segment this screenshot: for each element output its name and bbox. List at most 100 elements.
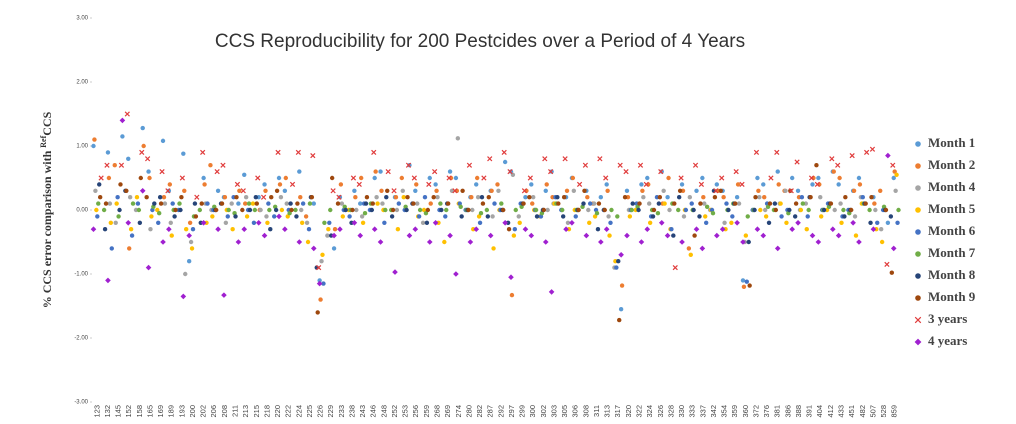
data-point xyxy=(502,220,508,226)
data-point xyxy=(521,201,526,206)
data-point xyxy=(609,207,614,213)
data-point xyxy=(404,207,409,213)
data-point xyxy=(337,195,343,200)
data-point xyxy=(839,220,844,225)
data-point xyxy=(144,195,149,200)
x-tick-label: 248 xyxy=(379,405,388,418)
data-point xyxy=(117,207,122,213)
data-point xyxy=(459,214,464,219)
data-point xyxy=(116,214,121,219)
data-point xyxy=(760,232,767,239)
data-point xyxy=(336,194,342,200)
data-point xyxy=(162,201,168,206)
x-tick-label: 200 xyxy=(188,405,197,418)
data-point xyxy=(442,239,447,245)
data-point xyxy=(222,195,228,200)
data-point xyxy=(667,207,672,213)
data-point xyxy=(788,188,793,193)
data-point xyxy=(562,156,568,162)
data-point xyxy=(853,233,859,238)
data-point xyxy=(139,188,146,194)
data-point xyxy=(591,201,597,206)
data-point xyxy=(598,195,604,200)
data-point xyxy=(210,214,215,219)
data-point xyxy=(586,207,591,213)
data-point xyxy=(650,214,656,219)
x-tick-label: 433 xyxy=(837,405,846,418)
x-tick-label: 337 xyxy=(698,405,707,418)
data-point xyxy=(156,211,162,216)
data-point xyxy=(832,207,837,213)
data-point xyxy=(155,207,160,213)
x-tick-label: 211 xyxy=(231,405,240,417)
x-tick-label: 320 xyxy=(624,405,633,418)
data-point xyxy=(560,207,565,213)
data-point xyxy=(415,201,420,206)
data-point xyxy=(659,169,664,174)
data-point xyxy=(180,293,187,300)
data-point xyxy=(215,188,221,193)
x-tick-label: 330 xyxy=(677,405,686,418)
data-point xyxy=(382,220,387,225)
x-tick-label: 206 xyxy=(209,405,218,418)
data-point xyxy=(499,201,504,206)
data-point xyxy=(420,220,426,225)
data-point xyxy=(879,239,885,245)
data-point xyxy=(895,220,900,225)
data-point xyxy=(413,188,418,193)
data-point xyxy=(592,214,598,219)
data-point xyxy=(522,226,529,232)
data-point xyxy=(644,226,651,232)
data-point xyxy=(167,182,173,187)
data-point xyxy=(363,201,369,206)
data-point xyxy=(686,246,692,251)
data-point xyxy=(310,152,316,159)
data-point xyxy=(221,292,227,298)
data-point xyxy=(587,201,593,206)
data-point xyxy=(260,194,267,200)
data-point xyxy=(306,227,312,232)
data-point xyxy=(486,195,491,200)
data-point xyxy=(700,175,705,181)
data-point xyxy=(477,220,483,225)
data-point xyxy=(560,214,566,219)
data-point xyxy=(638,239,645,245)
y-tick-label: 3.00 xyxy=(76,16,88,22)
data-point xyxy=(266,201,271,206)
data-point xyxy=(851,188,857,193)
data-point xyxy=(95,214,100,219)
data-point xyxy=(763,214,769,219)
data-point xyxy=(289,207,294,213)
data-point xyxy=(226,207,231,213)
data-point xyxy=(103,201,109,206)
legend-marker xyxy=(915,229,921,235)
data-point xyxy=(392,269,398,275)
data-point xyxy=(784,220,789,225)
data-point xyxy=(594,211,600,216)
data-point xyxy=(679,182,685,187)
data-point xyxy=(658,168,664,175)
series-group xyxy=(90,117,897,300)
data-point xyxy=(808,195,813,200)
data-point xyxy=(443,214,448,219)
data-point xyxy=(401,195,406,200)
legend-label: Month 7 xyxy=(928,245,976,260)
data-point xyxy=(541,207,547,213)
data-point xyxy=(630,201,635,206)
data-point xyxy=(678,175,684,181)
data-point xyxy=(124,188,129,193)
data-point xyxy=(582,188,587,193)
data-point xyxy=(309,195,315,200)
data-point xyxy=(148,227,153,232)
data-point xyxy=(339,201,345,206)
data-point xyxy=(830,226,836,232)
data-point xyxy=(446,175,452,181)
data-point xyxy=(317,278,322,283)
data-point xyxy=(721,195,726,200)
x-tick-label: 859 xyxy=(890,405,899,418)
data-point xyxy=(756,188,761,193)
data-point xyxy=(889,270,895,275)
data-point xyxy=(144,156,151,162)
x-tick-label: 233 xyxy=(337,405,346,418)
